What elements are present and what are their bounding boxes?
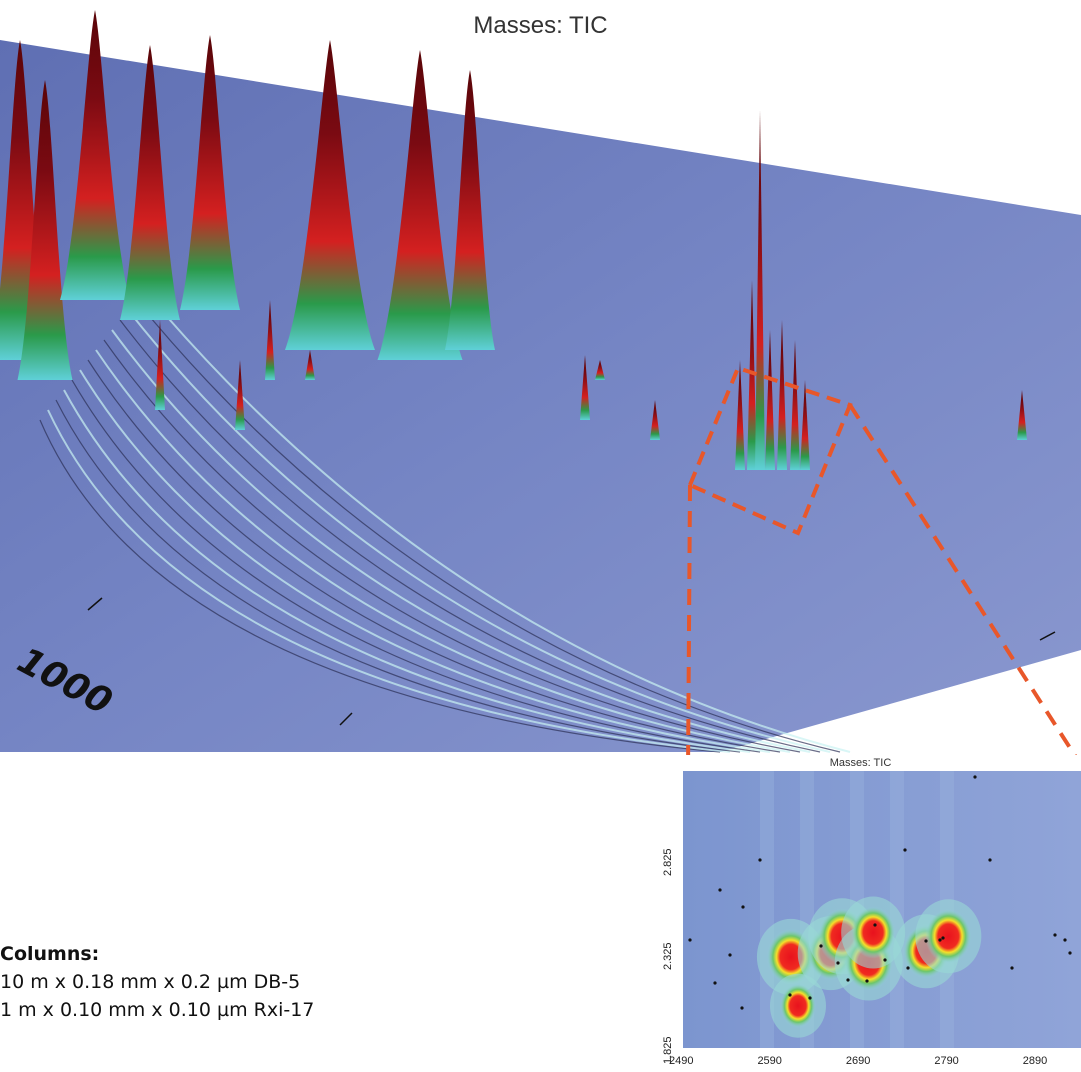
surface-arc	[55, 399, 741, 753]
surface-spike	[305, 350, 315, 380]
inset-peak-marker	[1053, 933, 1057, 937]
surface-arc	[39, 419, 721, 753]
inset-y-tick-label: 2.825	[662, 848, 674, 877]
surface-spike	[755, 110, 765, 470]
surface-spike	[155, 320, 165, 410]
surface-spike	[235, 360, 245, 430]
columns-info: Columns: 10 m x 0.18 mm x 0.2 µm DB-5 1 …	[0, 940, 520, 1024]
surface-spike	[580, 355, 590, 420]
inset-peak-marker	[873, 923, 877, 927]
surface-arc	[63, 389, 751, 753]
inset-peak-marker	[973, 775, 977, 779]
surface-peaks	[0, 10, 495, 380]
inset-peak-marker	[906, 966, 910, 970]
inset-blob	[851, 906, 896, 959]
inset-peak-marker	[865, 979, 869, 983]
inset-peak-marker	[1063, 938, 1067, 942]
surface-spike	[800, 380, 810, 470]
inset-peak-marker	[903, 848, 907, 852]
column-line-1: 10 m x 0.18 mm x 0.2 µm DB-5	[0, 971, 301, 993]
inset-peak-marker	[846, 978, 850, 982]
surface-arc	[135, 299, 841, 753]
inset-peak-marker	[883, 958, 887, 962]
surface-plot	[0, 10, 1081, 755]
inset-y-tick-label: 1.825	[662, 1036, 674, 1064]
surface-arc	[111, 329, 811, 753]
surface-spike	[777, 320, 787, 470]
chart-title: Masses: TIC	[473, 12, 608, 39]
surface-arc	[143, 289, 851, 753]
inset-peak-marker	[1010, 966, 1014, 970]
surface-peak	[285, 40, 375, 350]
surface-arc	[119, 319, 821, 753]
columns-heading: Columns:	[0, 943, 100, 965]
surface-peak	[120, 45, 180, 320]
surface-spikes	[155, 110, 1027, 470]
inset-peak-marker	[819, 944, 823, 948]
surface-peak	[180, 35, 240, 310]
surface-plane	[0, 40, 1081, 752]
surface-spike	[765, 330, 775, 470]
inset-title: Masses: TIC	[829, 757, 892, 769]
inset-peak-marker	[688, 938, 692, 942]
inset-peak-marker	[1068, 951, 1072, 955]
inset-peak-marker	[808, 996, 812, 1000]
inset-x-tick-label: 2590	[757, 1055, 782, 1067]
inset-peak-marker	[938, 938, 942, 942]
surface-arc	[95, 349, 791, 753]
surface-spike	[1017, 390, 1027, 440]
surface-spike	[650, 400, 660, 440]
surface-arc	[47, 409, 731, 753]
inset-y-tick-label: 2.325	[662, 942, 674, 971]
surface-arcs	[39, 289, 851, 753]
zoom-inset: Masses: TIC 2490 2590 2690 2790 289	[640, 755, 1081, 1072]
inset-peak-marker	[740, 1006, 744, 1010]
surface-spike	[595, 360, 605, 380]
surface-tick	[339, 712, 353, 726]
inset-x-tick-label: 2690	[845, 1055, 871, 1067]
surface-arc	[71, 379, 761, 753]
surface-spike	[265, 300, 275, 380]
inset-peak-marker	[718, 888, 722, 892]
inset-heatmap	[683, 771, 1081, 1048]
inset-peak-marker	[758, 858, 762, 862]
inset-x-tick-label: 2890	[1022, 1055, 1048, 1067]
surface-peak	[60, 10, 130, 300]
surface-peak	[17, 80, 73, 380]
inset-peak-marker	[924, 939, 928, 943]
surface-arc	[87, 359, 781, 753]
zoom-connector-right	[848, 403, 1077, 755]
surface-spike	[747, 280, 757, 470]
surface-arc	[127, 309, 831, 753]
surface-arc	[79, 369, 771, 753]
inset-peak-marker	[713, 981, 717, 985]
inset-peak-marker	[728, 953, 732, 957]
inset-peak-marker	[741, 905, 745, 909]
inset-peak-marker	[836, 961, 840, 965]
inset-peak-marker	[941, 936, 945, 940]
surface-tick	[87, 597, 103, 611]
inset-blob	[925, 909, 972, 964]
inset-peak-marker	[788, 993, 792, 997]
inset-x-tick-label: 2790	[934, 1055, 959, 1067]
surface-arc	[103, 339, 801, 753]
surface-peak	[377, 50, 463, 360]
surface-tick	[1039, 631, 1056, 641]
column-line-2: 1 m x 0.10 mm x 0.10 µm Rxi-17	[0, 999, 315, 1021]
surface-spike	[790, 340, 800, 470]
inset-blob	[779, 983, 816, 1028]
inset-x-tick-label: 2490	[669, 1055, 694, 1067]
surface-peak	[445, 70, 495, 350]
inset-peak-marker	[988, 858, 992, 862]
surface-spike	[735, 360, 745, 470]
